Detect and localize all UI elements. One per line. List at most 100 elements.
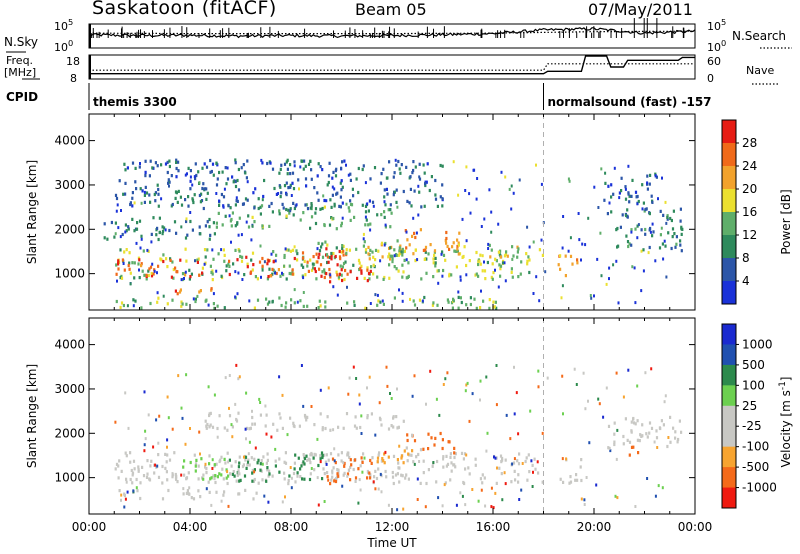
power-cell [319, 263, 323, 267]
power-cell [224, 166, 227, 170]
power-speckle [615, 259, 618, 263]
velocity-speckle [565, 457, 568, 461]
velocity-cell [243, 474, 247, 478]
power-cell [401, 253, 404, 257]
velocity-speckle [495, 364, 498, 367]
velocity-speckle [485, 375, 488, 379]
power-cell [253, 220, 256, 224]
power-cell [398, 252, 401, 256]
velocity-cell [216, 426, 219, 431]
power-cell [318, 252, 321, 256]
power-cell [433, 253, 436, 257]
power-cell [422, 163, 425, 167]
power-cell [368, 277, 371, 281]
power-speckle [418, 175, 421, 179]
velocity-speckle [210, 503, 213, 507]
velocity-speckle [366, 386, 368, 390]
velocity-colorbar-swatch [722, 467, 736, 489]
velocity-cell [296, 471, 299, 475]
power-cell [174, 266, 177, 270]
power-cell [624, 185, 627, 189]
power-cell [165, 257, 168, 261]
velocity-cell [207, 480, 210, 484]
power-cell [499, 267, 502, 271]
power-cell [232, 180, 235, 184]
velocity-speckle [358, 402, 361, 406]
power-cell [424, 245, 428, 249]
power-cell [293, 256, 296, 261]
power-cell [131, 196, 134, 200]
velocity-cell [131, 481, 134, 485]
power-cell [133, 229, 136, 233]
power-cell [192, 200, 195, 205]
power-cell [212, 173, 215, 177]
power-cell [634, 190, 638, 194]
velocity-cell [130, 468, 133, 473]
power-speckle [409, 297, 411, 301]
power-cell [457, 243, 460, 247]
velocity-cell [395, 415, 398, 419]
velocity-cell [229, 472, 232, 476]
power-cells [103, 158, 684, 310]
power-speckle [662, 257, 665, 261]
power-cell [430, 175, 433, 179]
velocity-speckle [416, 498, 419, 501]
power-cell [156, 164, 159, 168]
velocity-speckle [144, 437, 147, 441]
power-cell [212, 302, 215, 306]
power-cell [284, 305, 287, 309]
power-cell [275, 253, 278, 257]
power-cell [340, 224, 343, 228]
power-cell [424, 248, 427, 252]
power-cell [283, 184, 287, 188]
power-colorbar-tick-label: 8 [742, 251, 750, 265]
power-cell [131, 261, 134, 265]
power-cell [408, 243, 411, 247]
velocity-cell [396, 458, 399, 462]
power-cell [149, 301, 152, 306]
power-speckle [260, 158, 263, 162]
velocity-cell [518, 452, 521, 456]
power-cell [387, 255, 390, 259]
power-cell [610, 195, 613, 199]
power-cell [290, 272, 293, 276]
power-cell [149, 200, 152, 204]
velocity-speckle [166, 438, 169, 442]
power-cell [326, 183, 329, 187]
power-cell [475, 250, 478, 255]
power-cell [369, 222, 372, 226]
velocity-cell [296, 474, 299, 478]
velocity-colorbar-tick-label: -25 [742, 419, 762, 433]
power-cell [340, 268, 343, 272]
power-speckle [661, 176, 663, 180]
power-cell [488, 298, 491, 302]
power-speckle [369, 228, 372, 232]
power-cell [323, 223, 326, 228]
velocity-cell [123, 492, 126, 496]
velocity-cell [637, 451, 640, 455]
power-speckle [472, 168, 475, 172]
power-cell [293, 301, 296, 305]
velocity-cell [120, 469, 123, 473]
power-cell [140, 262, 143, 266]
velocity-cell [117, 464, 120, 468]
power-cell [510, 270, 513, 274]
power-cell [279, 274, 282, 278]
nave-right-label: Nave [746, 64, 774, 77]
power-cell [612, 192, 615, 196]
power-cell [309, 159, 312, 163]
power-cell [340, 273, 343, 277]
velocity-cell [373, 475, 376, 479]
velocity-speckle [465, 453, 468, 457]
power-cell [357, 190, 360, 195]
power-speckle [393, 254, 396, 258]
velocity-cell [251, 468, 254, 473]
power-cell [383, 195, 386, 199]
power-cell [434, 264, 437, 268]
velocity-cell [278, 470, 281, 474]
velocity-cell [232, 470, 235, 474]
velocity-cell [411, 449, 414, 453]
power-cell [177, 160, 180, 164]
power-speckle [124, 230, 127, 234]
power-cell [336, 273, 339, 277]
